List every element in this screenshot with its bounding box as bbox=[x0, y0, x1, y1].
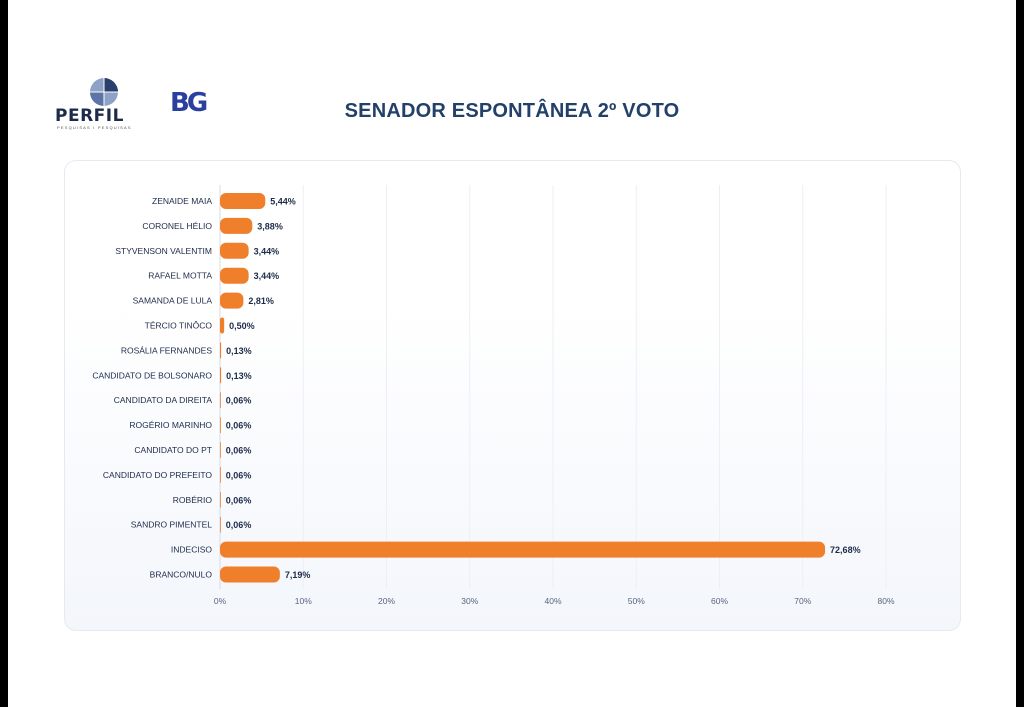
data-label: 5,44% bbox=[270, 197, 296, 207]
bar bbox=[220, 317, 225, 334]
data-label: 0,06% bbox=[226, 421, 252, 431]
bar bbox=[220, 566, 280, 583]
data-label: 2,81% bbox=[248, 296, 274, 306]
bar bbox=[220, 516, 221, 533]
category-label: CANDIDATO DA DIREITA bbox=[114, 395, 213, 405]
data-label: 3,44% bbox=[254, 246, 280, 256]
category-label: CANDIDATO DO PREFEITO bbox=[103, 470, 212, 480]
perfil-globe-icon bbox=[90, 78, 118, 106]
bar bbox=[220, 541, 826, 558]
data-label: 0,13% bbox=[226, 346, 252, 356]
bar bbox=[220, 242, 249, 259]
category-label: RAFAEL MOTTA bbox=[148, 271, 212, 281]
data-label: 0,13% bbox=[226, 371, 252, 381]
perfil-logo-tagline: PESQUISAS I PESQUISAS bbox=[57, 125, 132, 130]
x-tick-label: 80% bbox=[877, 596, 894, 606]
bar bbox=[220, 342, 222, 359]
data-label: 72,68% bbox=[830, 545, 861, 555]
data-label: 3,44% bbox=[254, 271, 280, 281]
bar bbox=[220, 491, 221, 508]
data-label: 0,06% bbox=[226, 396, 252, 406]
category-label: CORONEL HÉLIO bbox=[142, 221, 212, 231]
category-label: ROGÉRIO MARINHO bbox=[129, 420, 212, 430]
category-label: TÉRCIO TINÔCO bbox=[145, 321, 213, 331]
x-tick-label: 20% bbox=[378, 596, 395, 606]
category-label: ZENAIDE MAIA bbox=[152, 196, 212, 206]
bar bbox=[220, 267, 249, 284]
page-title: SENADOR ESPONTÂNEA 2º VOTO bbox=[344, 100, 680, 122]
category-label: BRANCO/NULO bbox=[150, 570, 213, 580]
bar bbox=[220, 292, 244, 309]
x-tick-label: 60% bbox=[711, 596, 728, 606]
category-label: CANDIDATO DE BOLSONARO bbox=[92, 370, 212, 380]
bar bbox=[220, 217, 253, 234]
data-label: 0,06% bbox=[226, 470, 252, 480]
category-label: SANDRO PIMENTEL bbox=[131, 520, 213, 530]
data-label: 0,06% bbox=[226, 446, 252, 456]
x-tick-label: 10% bbox=[295, 596, 312, 606]
bg-logo: BG bbox=[170, 88, 208, 118]
category-label: STYVENSON VALENTIM bbox=[115, 246, 212, 256]
category-label: INDECISO bbox=[171, 545, 212, 555]
x-tick-label: 30% bbox=[461, 596, 478, 606]
category-label: SAMANDA DE LULA bbox=[133, 296, 213, 306]
category-label: ROBÉRIO bbox=[173, 495, 213, 505]
bar bbox=[220, 367, 222, 384]
perfil-logo-text: PERFIL bbox=[55, 106, 124, 126]
x-tick-label: 40% bbox=[544, 596, 561, 606]
data-label: 0,06% bbox=[226, 520, 252, 530]
x-tick-label: 50% bbox=[628, 596, 645, 606]
bar bbox=[220, 193, 266, 209]
bar bbox=[220, 442, 221, 458]
chart-card: 0% 10% 20% 30% 40% 50% 60% 70% 80% ZENAIDE MAIA 5,… bbox=[64, 160, 961, 631]
bar-chart: 0% 10% 20% 30% 40% 50% 60% 70% 80% ZENAIDE MAIA 5,… bbox=[92, 185, 895, 606]
data-label: 3,88% bbox=[257, 221, 283, 231]
x-tick-label: 70% bbox=[794, 596, 811, 606]
category-label: ROSÁLIA FERNANDES bbox=[121, 345, 212, 355]
x-tick-label: 0% bbox=[214, 596, 227, 606]
category-label: CANDIDATO DO PT bbox=[134, 445, 212, 455]
data-label: 0,06% bbox=[226, 495, 252, 505]
bar bbox=[220, 466, 221, 483]
bar bbox=[220, 392, 221, 409]
data-label: 0,50% bbox=[229, 321, 255, 331]
perfil-logo: PERFIL PESQUISAS I PESQUISAS bbox=[55, 76, 155, 136]
bar bbox=[220, 417, 221, 434]
data-label: 7,19% bbox=[285, 570, 311, 580]
